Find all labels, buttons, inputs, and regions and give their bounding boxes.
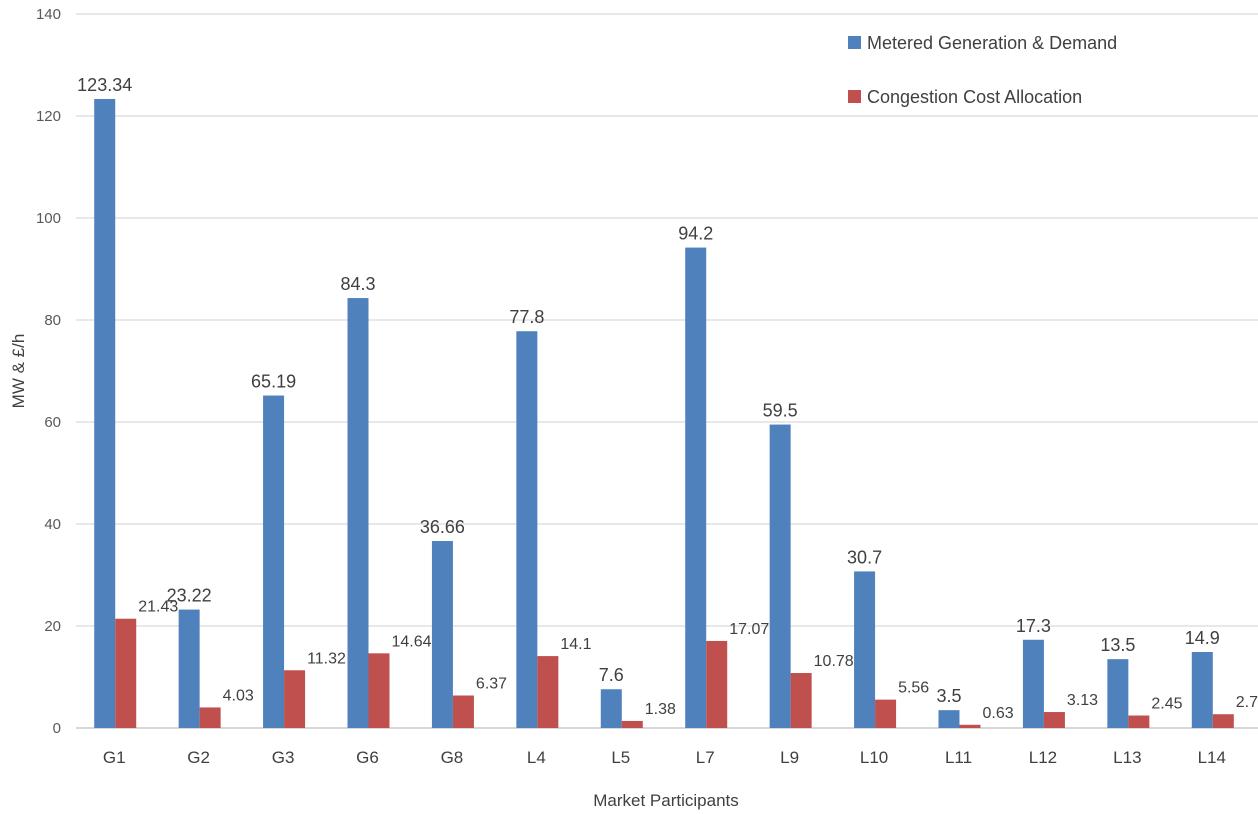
data-label-metered: 36.66 [420, 517, 465, 537]
bar-congestion[interactable] [875, 699, 897, 728]
data-label-metered: 84.3 [340, 274, 375, 294]
x-tick-label: L7 [696, 748, 715, 767]
bar-metered[interactable] [516, 331, 538, 728]
bar-metered[interactable] [600, 689, 622, 728]
data-label-metered: 59.5 [763, 401, 798, 421]
legend-label-congestion: Congestion Cost Allocation [867, 87, 1082, 107]
legend: Metered Generation & Demand Congestion C… [848, 33, 1117, 107]
data-label-congestion: 2.45 [1151, 696, 1182, 713]
bar-congestion[interactable] [368, 653, 390, 728]
data-label-metered: 23.22 [167, 586, 212, 606]
x-tick-label: G3 [272, 748, 295, 767]
bar-metered[interactable] [938, 710, 960, 728]
bar-metered[interactable] [94, 98, 116, 728]
y-tick-label: 100 [36, 210, 61, 227]
y-tick-label: 140 [36, 6, 61, 23]
x-tick-label: L12 [1029, 748, 1057, 767]
data-label-metered: 13.5 [1100, 635, 1135, 655]
legend-item-metered[interactable]: Metered Generation & Demand [848, 33, 1117, 53]
data-label-metered: 94.2 [678, 224, 713, 244]
data-label-congestion: 14.64 [392, 633, 432, 650]
bar-metered[interactable] [347, 298, 369, 728]
bar-metered[interactable] [263, 395, 285, 728]
data-label-metered: 123.34 [77, 75, 132, 95]
x-tick-label: L9 [780, 748, 799, 767]
data-label-congestion: 5.56 [898, 680, 929, 697]
bar-metered[interactable] [1107, 659, 1129, 728]
legend-swatch-congestion [848, 90, 861, 103]
x-tick-label: L14 [1198, 748, 1226, 767]
data-label-metered: 14.9 [1185, 628, 1220, 648]
data-label-congestion: 4.03 [223, 687, 254, 704]
x-tick-label: G6 [356, 748, 379, 767]
x-tick-label: L5 [611, 748, 630, 767]
data-label-metered: 3.5 [936, 686, 961, 706]
data-label-metered: 7.6 [599, 665, 624, 685]
y-tick-label: 0 [53, 720, 61, 737]
data-label-metered: 77.8 [509, 307, 544, 327]
x-tick-label: G8 [441, 748, 464, 767]
bar-congestion[interactable] [790, 673, 812, 728]
legend-label-metered: Metered Generation & Demand [867, 33, 1117, 53]
x-axis-title: Market Participants [593, 791, 739, 810]
y-tick-label: 60 [44, 414, 61, 431]
y-tick-label: 80 [44, 312, 61, 329]
x-tick-label: G1 [103, 748, 126, 767]
bar-metered[interactable] [685, 247, 707, 728]
data-label-congestion: 10.78 [814, 653, 854, 670]
y-tick-label: 120 [36, 108, 61, 125]
data-label-congestion: 14.1 [560, 636, 591, 653]
data-label-metered: 65.19 [251, 372, 296, 392]
legend-swatch-metered [848, 36, 861, 49]
x-tick-label: L10 [860, 748, 888, 767]
bar-metered[interactable] [1191, 652, 1213, 728]
data-label-congestion: 17.07 [729, 621, 769, 638]
data-label-congestion: 2.7 [1236, 694, 1258, 711]
bar-congestion[interactable] [1128, 715, 1150, 728]
data-label-congestion: 6.37 [476, 676, 507, 693]
bar-congestion[interactable] [1212, 714, 1234, 728]
bar-congestion[interactable] [452, 695, 474, 728]
bar-congestion[interactable] [621, 720, 643, 728]
x-tick-label: L11 [945, 748, 972, 767]
bar-metered[interactable] [1022, 639, 1044, 728]
bar-congestion[interactable] [284, 670, 306, 728]
data-label-congestion: 0.63 [983, 705, 1014, 722]
bar-metered[interactable] [178, 609, 200, 728]
bar-metered[interactable] [854, 571, 876, 728]
y-axis-title: MW & £/h [9, 334, 28, 409]
bar-congestion[interactable] [959, 724, 981, 728]
x-tick-label: G2 [187, 748, 210, 767]
data-label-metered: 30.7 [847, 547, 882, 567]
bar-congestion[interactable] [537, 656, 559, 728]
data-label-congestion: 3.13 [1067, 692, 1098, 709]
data-label-congestion: 11.32 [307, 650, 346, 667]
bar-metered[interactable] [769, 424, 791, 728]
data-label-congestion: 1.38 [645, 701, 676, 718]
bars [94, 98, 1234, 728]
bar-congestion[interactable] [199, 707, 221, 728]
y-tick-label: 20 [44, 618, 61, 635]
bar-congestion[interactable] [115, 618, 137, 728]
bar-congestion[interactable] [706, 640, 728, 728]
y-tick-label: 40 [44, 516, 61, 533]
bar-metered[interactable] [431, 541, 453, 728]
bar-congestion[interactable] [1043, 712, 1065, 728]
x-tick-label: L4 [527, 748, 546, 767]
y-axis-ticks: 0 20 40 60 80 100 120 140 [36, 6, 61, 737]
x-tick-label: L13 [1113, 748, 1141, 767]
data-label-congestion: 21.43 [138, 599, 178, 616]
legend-item-congestion[interactable]: Congestion Cost Allocation [848, 87, 1082, 107]
data-label-metered: 17.3 [1016, 616, 1051, 636]
x-axis-ticks: G1 G2 G3 G6 G8 L4 L5 L7 L9 L10 L11 L12 L13 L14 [103, 748, 1226, 767]
